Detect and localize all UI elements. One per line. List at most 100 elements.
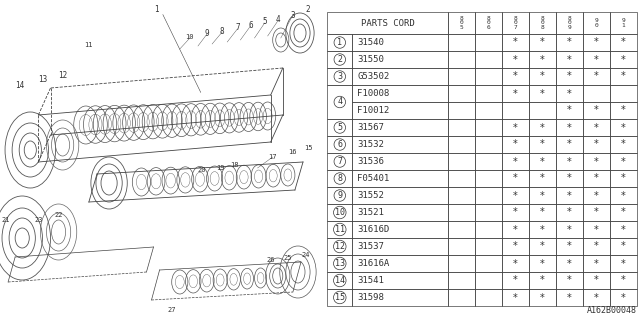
Text: *: * <box>513 140 518 149</box>
Text: *: * <box>567 207 572 218</box>
Bar <box>327 204 353 221</box>
Bar <box>448 204 475 221</box>
Text: *: * <box>621 106 626 116</box>
Text: 31567: 31567 <box>357 123 384 132</box>
Text: 3: 3 <box>291 11 295 20</box>
Bar <box>327 153 353 170</box>
Text: *: * <box>540 259 545 268</box>
Bar <box>502 136 529 153</box>
Text: 20: 20 <box>198 167 206 173</box>
Text: *: * <box>594 37 599 47</box>
Text: 31552: 31552 <box>357 191 384 200</box>
Bar <box>502 34 529 51</box>
Text: 1: 1 <box>154 4 159 13</box>
Bar <box>583 34 610 51</box>
Bar <box>529 221 556 238</box>
Bar <box>610 51 637 68</box>
Text: *: * <box>594 207 599 218</box>
Text: *: * <box>567 106 572 116</box>
Text: 9
0: 9 0 <box>595 18 598 28</box>
Bar <box>502 12 529 34</box>
Bar <box>556 221 583 238</box>
Text: 7: 7 <box>235 23 239 33</box>
Text: 15: 15 <box>304 145 312 151</box>
Bar <box>475 204 502 221</box>
Text: *: * <box>594 259 599 268</box>
Bar <box>610 102 637 119</box>
Bar <box>610 204 637 221</box>
Text: *: * <box>621 173 626 183</box>
Text: 6: 6 <box>248 20 253 29</box>
Text: *: * <box>513 54 518 65</box>
Bar <box>353 119 448 136</box>
Text: 6: 6 <box>337 140 342 149</box>
Bar <box>475 85 502 102</box>
Text: 18: 18 <box>230 162 239 168</box>
Bar <box>475 12 502 34</box>
Bar <box>448 136 475 153</box>
Bar <box>475 289 502 306</box>
Bar <box>327 238 353 255</box>
Bar <box>475 170 502 187</box>
Bar <box>583 12 610 34</box>
Bar <box>583 187 610 204</box>
Text: *: * <box>594 156 599 166</box>
Bar <box>583 204 610 221</box>
Bar <box>610 187 637 204</box>
Text: *: * <box>513 225 518 235</box>
Bar <box>475 187 502 204</box>
Text: 31537: 31537 <box>357 242 384 251</box>
Bar <box>529 272 556 289</box>
Text: 11: 11 <box>84 42 93 48</box>
Text: *: * <box>540 292 545 302</box>
Bar <box>353 51 448 68</box>
Text: *: * <box>594 123 599 132</box>
Bar <box>583 119 610 136</box>
Text: *: * <box>567 37 572 47</box>
Bar <box>610 289 637 306</box>
Text: *: * <box>540 37 545 47</box>
Bar <box>502 238 529 255</box>
Text: *: * <box>513 89 518 99</box>
Text: *: * <box>567 190 572 201</box>
Text: 22: 22 <box>54 212 63 218</box>
Text: *: * <box>621 242 626 252</box>
Text: 16: 16 <box>289 149 297 155</box>
Text: 8: 8 <box>337 174 342 183</box>
Bar <box>353 102 448 119</box>
Text: *: * <box>567 89 572 99</box>
Bar <box>556 187 583 204</box>
Bar <box>327 170 353 187</box>
Bar <box>610 170 637 187</box>
Text: 31598: 31598 <box>357 293 384 302</box>
Bar <box>529 12 556 34</box>
Bar <box>556 153 583 170</box>
Bar <box>327 221 353 238</box>
Text: 27: 27 <box>168 307 176 313</box>
Bar <box>529 153 556 170</box>
Bar <box>556 68 583 85</box>
Bar <box>353 68 448 85</box>
Bar <box>353 289 448 306</box>
Text: 23: 23 <box>34 217 43 223</box>
Text: *: * <box>621 123 626 132</box>
Bar <box>583 221 610 238</box>
Bar <box>448 34 475 51</box>
Text: 8
0
9: 8 0 9 <box>568 16 572 30</box>
Text: *: * <box>540 71 545 82</box>
Bar <box>353 255 448 272</box>
Bar <box>583 272 610 289</box>
Text: 15: 15 <box>335 293 345 302</box>
Text: 21: 21 <box>2 217 10 223</box>
Text: 8
0
5: 8 0 5 <box>460 16 463 30</box>
Bar <box>556 289 583 306</box>
Bar <box>529 136 556 153</box>
Bar <box>556 136 583 153</box>
Bar <box>475 34 502 51</box>
Text: 11: 11 <box>335 225 345 234</box>
Bar <box>502 289 529 306</box>
Bar <box>610 85 637 102</box>
Bar <box>556 272 583 289</box>
Bar <box>448 221 475 238</box>
Text: *: * <box>621 54 626 65</box>
